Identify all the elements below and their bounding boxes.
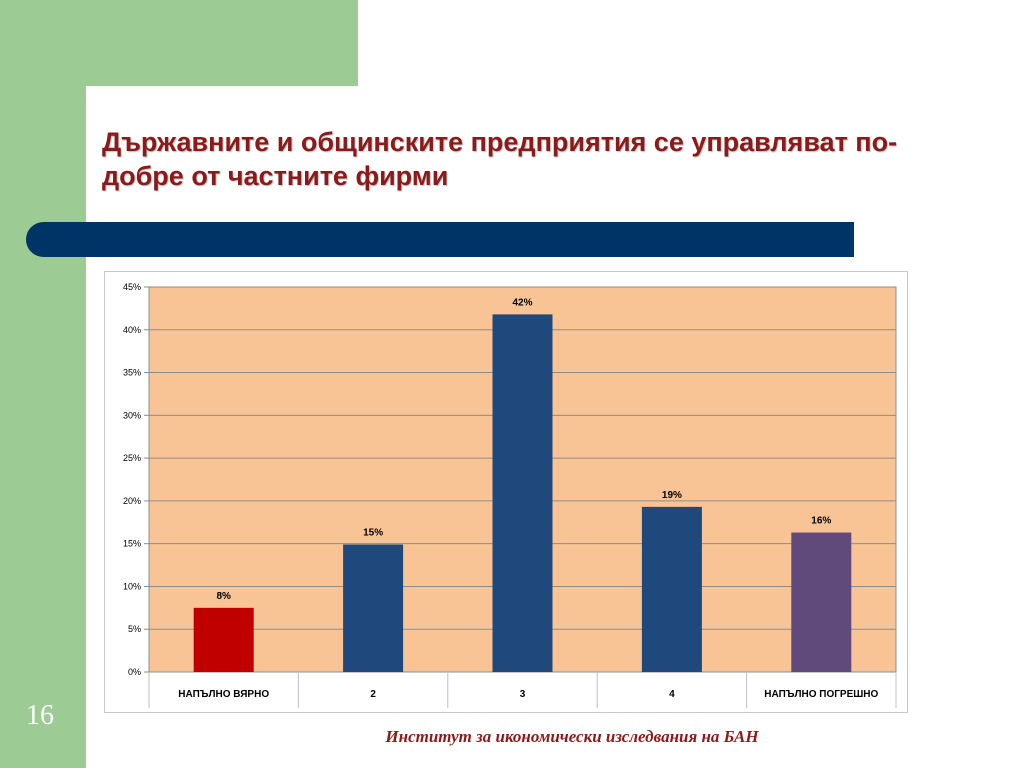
footer-institution: Институт за икономически изследвания на …	[385, 727, 759, 746]
y-tick-label: 5%	[128, 624, 141, 634]
y-tick-label: 40%	[123, 325, 141, 335]
y-tick-label: 15%	[123, 539, 141, 549]
data-label: 42%	[512, 297, 532, 308]
x-category-label: 2	[370, 689, 376, 700]
y-tick-label: 35%	[123, 368, 141, 378]
y-tick-label: 0%	[128, 667, 141, 677]
y-tick-label: 30%	[123, 410, 141, 420]
x-category-label: 4	[669, 689, 675, 700]
y-tick-label: 25%	[123, 453, 141, 463]
bar	[193, 607, 254, 672]
bar	[791, 532, 852, 672]
data-label: 19%	[662, 490, 682, 501]
data-label: 15%	[363, 528, 383, 539]
x-category-label: НАПЪЛНО ПОГРЕШНО	[764, 689, 878, 700]
bar	[492, 314, 553, 672]
slide-title: Държавните и общинските предприятия се у…	[102, 127, 898, 191]
chart-frame: 0% 5% 10% 15% 20% 25% 30% 35% 40% 45% 8% НАПЪЛНО ВЯ…	[104, 271, 908, 713]
x-category-label: НАПЪЛНО ВЯРНО	[178, 689, 269, 700]
bar	[343, 544, 404, 672]
y-tick-label: 45%	[123, 282, 141, 292]
x-category-label: 3	[520, 689, 526, 700]
rounded-content-corner	[86, 86, 358, 246]
y-tick-label: 20%	[123, 496, 141, 506]
data-label: 16%	[811, 516, 831, 527]
y-tick-label: 10%	[123, 581, 141, 591]
data-label: 8%	[216, 591, 231, 602]
bar	[641, 506, 702, 672]
title-underline-band	[26, 222, 854, 257]
green-side-band	[0, 0, 86, 768]
slide-number: 16	[26, 700, 54, 731]
green-top-band	[0, 0, 358, 86]
bar-chart: 0% 5% 10% 15% 20% 25% 30% 35% 40% 45% 8% НАПЪЛНО ВЯ…	[123, 282, 897, 708]
